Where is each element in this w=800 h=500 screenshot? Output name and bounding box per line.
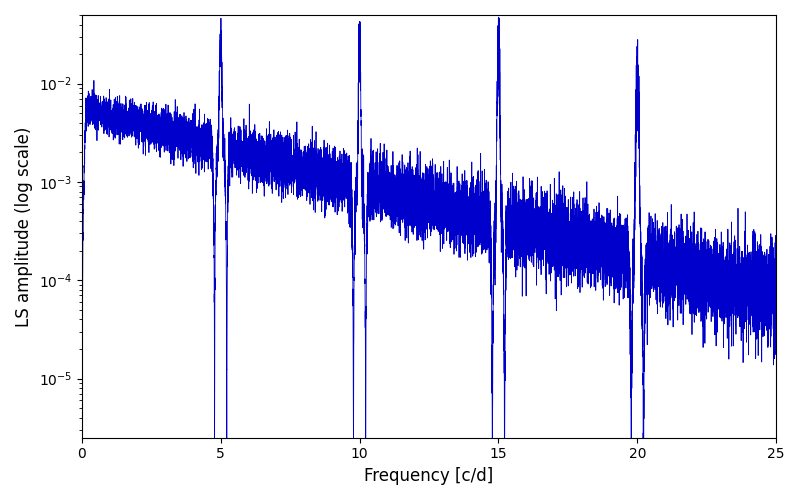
X-axis label: Frequency [c/d]: Frequency [c/d] xyxy=(364,467,494,485)
Y-axis label: LS amplitude (log scale): LS amplitude (log scale) xyxy=(15,126,33,326)
